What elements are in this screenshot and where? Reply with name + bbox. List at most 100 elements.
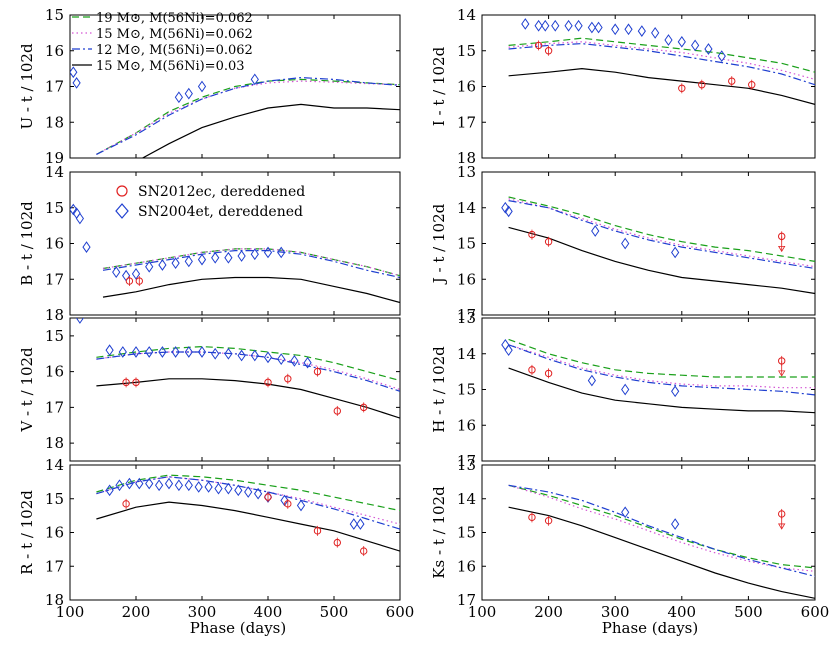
point-sn2004et-B	[171, 257, 180, 270]
x-axis-label-right: Phase (days)	[602, 619, 698, 637]
y-tick-label-Ks: 17	[457, 591, 476, 609]
x-tick-label-Ks: 300	[601, 603, 630, 621]
y-axis-label-I: I - t / 102d	[430, 46, 448, 126]
point-sn2012ec-V	[333, 405, 341, 416]
point-sn2012ec-B	[125, 276, 134, 287]
panel-I: 14 15 16 17 18 I - t / 102d	[430, 6, 816, 167]
point-sn2004et-R	[164, 477, 174, 490]
panel-R: 100 200 300 400 500 600 14 15 16 17 18 R - t / 102d	[18, 456, 414, 621]
point-sn2004et-V	[184, 346, 193, 358]
point-sn2004et-V	[237, 349, 246, 362]
point-sn2012ec-I	[698, 79, 706, 90]
point-sn2004et-V	[290, 355, 299, 367]
point-sn2004et-V	[145, 346, 154, 358]
model-lines-J	[508, 196, 815, 295]
y-tick-label-U: 17	[45, 78, 64, 96]
point-sn2012ec-V	[132, 377, 140, 388]
legend-model-12: 12 M⊙, M(56Ni)=0.062	[72, 43, 253, 58]
x-tick-label-Ks: 500	[734, 603, 763, 621]
y-tick-label-H: 17	[457, 452, 476, 470]
point-sn2004et-B	[112, 266, 121, 278]
y-tick-label-B: 18	[45, 306, 64, 324]
point-sn2012ec-R	[264, 492, 272, 503]
x-tick-label-Ks: 200	[534, 603, 563, 621]
legend-model-15-003: 15 M⊙, M(56Ni)=0.03	[72, 59, 245, 74]
model-line-H-3	[508, 367, 815, 414]
point-sn2004et-R	[145, 477, 154, 490]
point-sn2004et-J	[501, 201, 510, 214]
point-sn2012ec-B	[135, 276, 144, 287]
point-sn2004et-B	[82, 241, 91, 253]
point-sn2012ec-I	[728, 76, 736, 87]
y-tick-label-R: 17	[45, 557, 64, 575]
point-sn2004et-V	[303, 356, 312, 369]
y-tick-label-J: 14	[457, 199, 476, 217]
point-sn2004et-H	[671, 385, 680, 398]
model-line-H-0	[508, 338, 815, 378]
point-sn2004et-U	[70, 66, 78, 79]
legend-model-15-003-label: 15 M⊙, M(56Ni)=0.03	[96, 59, 245, 74]
model-line-H-1	[508, 344, 815, 389]
point-sn2004et-B	[158, 259, 167, 271]
point-sn2012ec-I	[678, 83, 686, 94]
panels-group: 15 16 17 18 19 U - t / 102d 14 15 16 17 18 I - t / …	[18, 6, 829, 621]
point-sn2004et-I	[624, 23, 633, 36]
point-sn2004et-U	[250, 73, 259, 86]
point-sn2004et-I	[534, 19, 543, 32]
model-line-I-3	[508, 67, 815, 105]
point-sn2012ec-V	[284, 373, 292, 384]
x-tick-label-Ks: 400	[667, 603, 696, 621]
model-lines-V	[96, 345, 400, 419]
point-sn2004et-J	[621, 237, 630, 250]
point-sn2004et-B	[131, 268, 141, 280]
point-sn2012ec-J	[544, 236, 553, 247]
y-tick-label-U: 19	[45, 149, 64, 167]
y-tick-label-U: 18	[45, 113, 64, 131]
point-sn2004et-I	[717, 50, 726, 62]
model-line-U-2	[96, 76, 400, 155]
point-sn2004et-V	[277, 353, 286, 365]
point-sn2012ec-R	[313, 525, 322, 536]
model-line-J-2	[508, 200, 815, 270]
point-sn2012ec-H	[777, 355, 786, 377]
point-sn2004et-V	[197, 346, 207, 358]
y-tick-label-I: 18	[457, 149, 476, 167]
panel-frame-Ks	[481, 464, 816, 601]
point-sn2012ec-Ks	[777, 508, 786, 530]
y-tick-label-Ks: 16	[457, 557, 476, 575]
point-sn2004et-B	[237, 250, 246, 262]
point-sn2004et-B	[75, 212, 85, 225]
y-tick-label-R: 16	[45, 524, 64, 542]
y-tick-label-J: 13	[457, 163, 476, 181]
point-sn2004et-U	[72, 77, 81, 89]
point-sn2012ec-I	[748, 79, 756, 90]
model-line-U-3	[142, 103, 400, 158]
y-tick-label-B: 14	[45, 163, 64, 181]
x-axis-label-left: Phase (days)	[190, 619, 286, 637]
y-axis-label-V: V - t / 102d	[18, 347, 36, 433]
y-tick-label-Ks: 13	[457, 456, 476, 474]
point-sn2012ec-V	[313, 366, 322, 377]
model-line-V-3	[96, 378, 400, 419]
legend-model-19-label: 19 M⊙, M(56Ni)=0.062	[96, 11, 253, 26]
point-sn2004et-V	[118, 346, 127, 358]
model-lines-R	[96, 474, 400, 552]
model-line-Ks-3	[508, 506, 815, 599]
point-sn2012ec-H	[544, 368, 553, 379]
model-line-Ks-0	[508, 484, 815, 569]
y-tick-label-R: 15	[45, 490, 64, 508]
y-axis-label-Ks: Ks - t / 102d	[430, 486, 448, 579]
y-tick-label-H: 16	[457, 416, 476, 434]
point-sn2004et-B	[70, 203, 78, 216]
point-sn2004et-V	[250, 349, 259, 362]
point-sn2004et-R	[154, 479, 164, 492]
legend-sn2012ec-label: SN2012ec, dereddened	[138, 184, 305, 200]
point-sn2004et-R	[135, 477, 144, 490]
model-line-J-0	[508, 196, 815, 262]
y-tick-label-J: 17	[457, 306, 476, 324]
model-line-R-3	[96, 501, 400, 552]
x-tick-label-R: 400	[254, 603, 283, 621]
x-tick-label-R: 600	[386, 603, 415, 621]
point-sn2012ec-I	[544, 45, 553, 56]
